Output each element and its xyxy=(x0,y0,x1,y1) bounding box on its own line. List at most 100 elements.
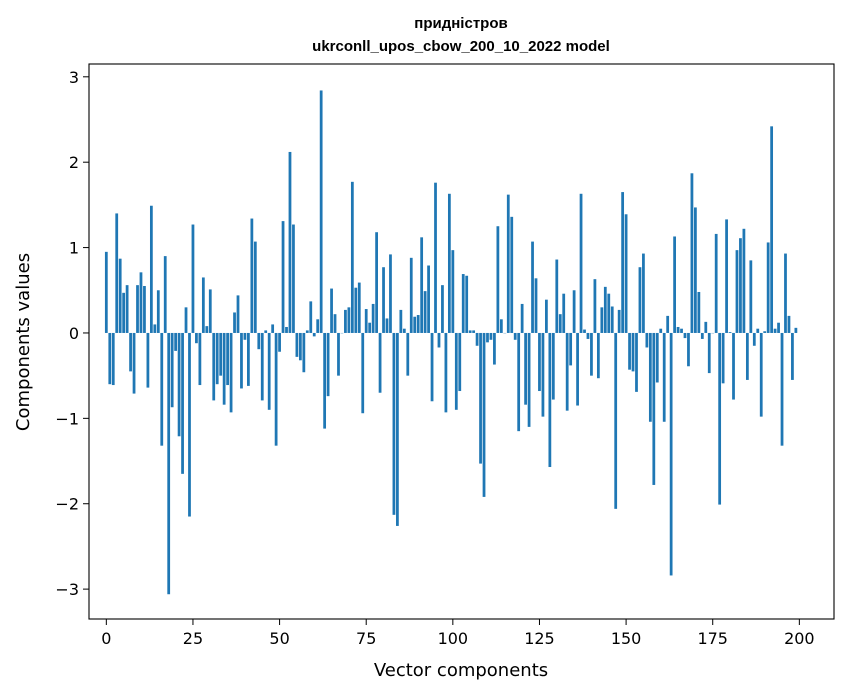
bar-182 xyxy=(735,250,739,333)
bar-112 xyxy=(493,332,496,365)
bar-33 xyxy=(219,332,223,376)
bar-31 xyxy=(212,332,216,401)
bar-110 xyxy=(486,332,489,343)
bar-156 xyxy=(645,332,649,348)
bar-150 xyxy=(624,214,628,333)
bar-124 xyxy=(534,278,538,333)
x-tick-label-8: 200 xyxy=(784,629,815,648)
bar-11 xyxy=(143,286,146,333)
bar-23 xyxy=(184,307,188,333)
bar-141 xyxy=(593,279,597,333)
bar-174 xyxy=(707,332,711,374)
bar-117 xyxy=(510,216,514,333)
bar-27 xyxy=(198,332,202,386)
bar-0 xyxy=(104,251,108,333)
bar-97 xyxy=(441,285,444,333)
bar-127 xyxy=(545,299,548,333)
bar-36 xyxy=(229,332,233,413)
y-axis-label: Components values xyxy=(13,253,34,431)
bar-139 xyxy=(586,332,590,339)
bar-40 xyxy=(243,332,247,340)
bar-157 xyxy=(648,332,652,422)
y-tick-label-2: −1 xyxy=(55,409,79,428)
bar-111 xyxy=(489,332,493,340)
bar-185 xyxy=(745,332,749,380)
bar-32 xyxy=(215,332,219,385)
bar-188 xyxy=(756,328,760,333)
bar-78 xyxy=(375,232,378,333)
bar-194 xyxy=(777,322,780,333)
bar-105 xyxy=(468,330,472,333)
bar-154 xyxy=(638,267,642,333)
bar-29 xyxy=(205,326,209,333)
bar-189 xyxy=(759,332,763,417)
bar-183 xyxy=(739,238,742,333)
bar-137 xyxy=(579,193,583,333)
bar-170 xyxy=(694,207,697,333)
bar-177 xyxy=(718,332,722,505)
bar-15 xyxy=(156,290,160,333)
bar-16 xyxy=(160,332,164,446)
bar-19 xyxy=(170,332,174,408)
bar-166 xyxy=(680,328,683,333)
bar-119 xyxy=(517,332,521,432)
bar-102 xyxy=(458,332,462,392)
bar-90 xyxy=(416,315,420,333)
y-tick-label-3: 0 xyxy=(69,324,79,343)
bar-86 xyxy=(402,328,406,333)
bar-184 xyxy=(742,228,746,333)
bar-168 xyxy=(687,332,690,367)
bar-187 xyxy=(752,332,756,346)
bar-82 xyxy=(389,254,392,333)
bar-79 xyxy=(378,332,382,393)
bar-38 xyxy=(236,295,240,333)
bar-152 xyxy=(631,332,635,372)
bar-165 xyxy=(676,326,680,333)
bar-67 xyxy=(337,332,340,376)
bar-173 xyxy=(704,321,708,333)
bar-106 xyxy=(472,330,476,333)
bar-126 xyxy=(541,332,545,417)
x-tick-label-4: 100 xyxy=(438,629,469,648)
bar-107 xyxy=(475,332,479,346)
bar-88 xyxy=(409,257,413,333)
y-tick-label-0: −3 xyxy=(55,580,79,599)
bar-49 xyxy=(274,332,278,446)
bar-142 xyxy=(596,332,600,379)
bar-155 xyxy=(642,253,645,333)
bar-48 xyxy=(271,324,275,333)
bar-12 xyxy=(146,332,150,388)
bar-94 xyxy=(430,332,434,402)
bar-85 xyxy=(399,309,403,333)
bar-74 xyxy=(361,332,365,414)
bar-54 xyxy=(292,224,295,333)
bar-35 xyxy=(226,332,229,386)
bar-138 xyxy=(583,329,586,333)
bar-39 xyxy=(240,332,243,389)
bar-20 xyxy=(174,332,178,351)
bar-95 xyxy=(434,182,437,333)
bar-57 xyxy=(302,332,306,373)
bar-186 xyxy=(749,260,753,333)
bar-122 xyxy=(527,332,531,427)
bar-45 xyxy=(260,332,264,401)
x-tick-label-3: 75 xyxy=(356,629,376,648)
bar-50 xyxy=(278,332,281,352)
bar-121 xyxy=(524,332,527,405)
bar-169 xyxy=(690,173,694,333)
bar-146 xyxy=(610,306,614,333)
bar-7 xyxy=(129,332,132,372)
bar-5 xyxy=(122,292,126,333)
bar-171 xyxy=(697,291,701,333)
bar-132 xyxy=(562,293,566,333)
bar-18 xyxy=(167,332,171,595)
bar-22 xyxy=(181,332,184,474)
bar-77 xyxy=(371,303,375,333)
bar-65 xyxy=(330,288,333,333)
bar-198 xyxy=(791,332,794,380)
chart-subtitle: ukrconll_upos_cbow_200_10_2022 model xyxy=(312,38,610,55)
bar-69 xyxy=(344,309,347,333)
bar-46 xyxy=(264,330,268,333)
bar-129 xyxy=(551,332,555,400)
bar-64 xyxy=(326,332,330,397)
